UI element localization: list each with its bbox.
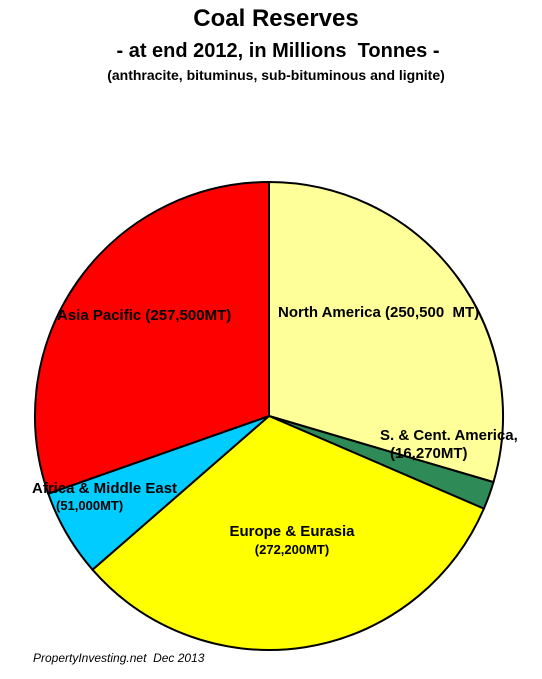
- slice-name-asia-pacific: Asia Pacific: [57, 307, 141, 324]
- chart-note: (anthracite, bituminus, sub-bituminous a…: [107, 67, 445, 83]
- slice-label-north-america: North America (250,500 MT): [278, 304, 479, 321]
- slice-label-africa-middle-east: Africa & Middle East: [32, 480, 177, 497]
- slice-label-europe-eurasia: Europe & Eurasia: [229, 523, 355, 540]
- pie-labels: North America (250,500 MT) S. & Cent. Am…: [32, 304, 518, 557]
- slice-label-asia-pacific: Asia Pacific (257,500MT): [57, 307, 231, 324]
- chart-source: PropertyInvesting.net Dec 2013: [33, 651, 205, 665]
- slice-name-north-america: North America: [278, 304, 381, 321]
- slice-value-north-america: (250,500 MT): [385, 304, 479, 321]
- slice-value-asia-pacific: (257,500MT): [145, 307, 231, 324]
- chart-title: Coal Reserves: [193, 5, 358, 32]
- pie-slice-asia-pacific: [34, 180, 270, 495]
- slice-value-europe-eurasia: (272,200MT): [255, 542, 329, 557]
- chart-subtitle: - at end 2012, in Millions Tonnes -: [116, 40, 439, 62]
- slice-value-south-central-america: (16,270MT): [390, 445, 468, 462]
- pie-slice-europe-eurasia: [91, 414, 486, 651]
- pie-slice-north-america: [268, 180, 504, 484]
- slice-value-africa-middle-east: (51,000MT): [56, 498, 123, 513]
- pie-slices: [34, 180, 504, 651]
- slice-label-south-central-america: S. & Cent. America,: [380, 427, 518, 444]
